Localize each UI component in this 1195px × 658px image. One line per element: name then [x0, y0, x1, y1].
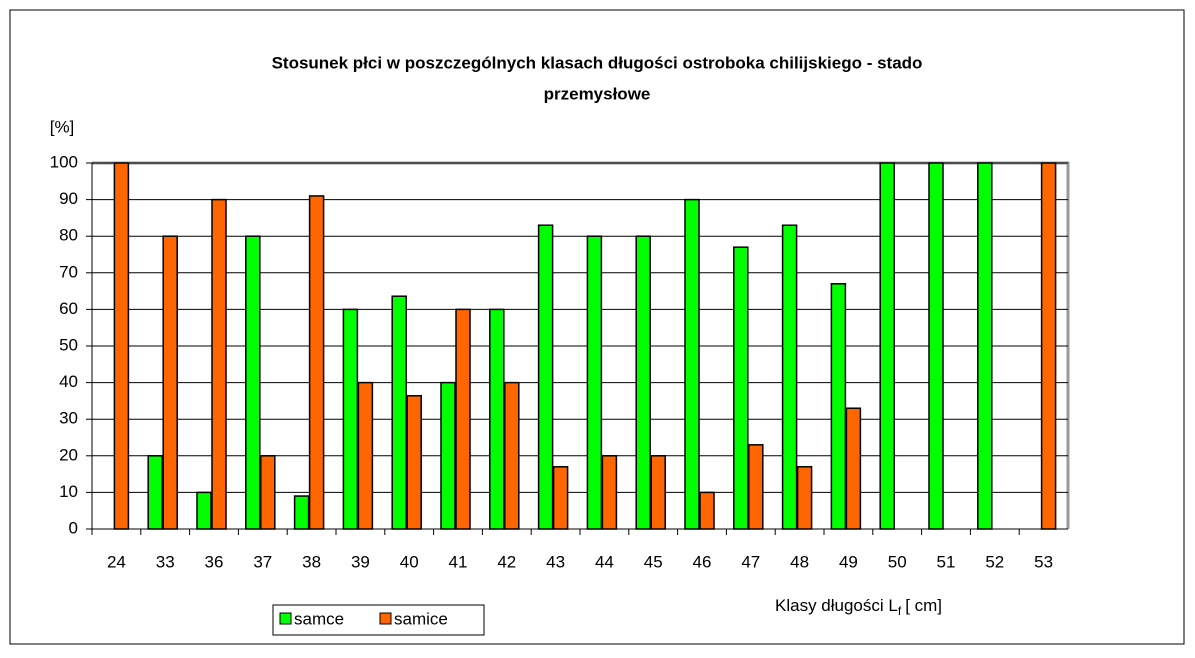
y-axis-label: [%]: [50, 117, 75, 136]
y-tick-label: 30: [59, 409, 78, 428]
x-tick-label: 49: [839, 552, 858, 571]
y-tick-label: 40: [59, 372, 78, 391]
legend-label: samce: [294, 609, 344, 628]
bar: [635, 235, 651, 530]
legend-label: samice: [394, 609, 448, 628]
bar: [147, 455, 163, 530]
x-axis-label: Klasy długości Lf[ cm]: [775, 596, 942, 618]
y-tick-label: 50: [59, 335, 78, 354]
bar: [504, 381, 520, 530]
bar: [748, 444, 764, 530]
y-tick-label: 0: [69, 518, 78, 537]
x-tick-label: 51: [937, 552, 956, 571]
bar: [601, 455, 618, 530]
bar: [650, 455, 666, 530]
bar: [260, 455, 276, 530]
x-tick-label: 38: [302, 552, 321, 571]
x-axis-label-main: Klasy długości L: [775, 596, 898, 615]
x-tick-label: 45: [644, 552, 663, 571]
bar: [928, 162, 944, 530]
x-axis-label-sub: f: [898, 604, 902, 618]
bar: [455, 308, 471, 530]
bar: [162, 235, 178, 530]
x-tick-label: 39: [351, 552, 370, 571]
x-axis-label-unit: [ cm]: [905, 596, 942, 615]
bar: [293, 495, 310, 530]
x-tick-label: 46: [693, 552, 712, 571]
bar: [537, 224, 554, 530]
y-tick-label: 10: [59, 482, 78, 501]
x-tick-label: 24: [107, 552, 126, 571]
x-tick-label: 50: [888, 552, 907, 571]
bar: [845, 407, 862, 530]
bar: [586, 235, 603, 530]
bar: [879, 162, 895, 530]
bar: [308, 195, 325, 530]
bar: [342, 308, 359, 530]
bar: [357, 381, 374, 530]
bar: [977, 162, 993, 530]
bar: [211, 198, 227, 530]
x-tick-label: 37: [253, 552, 272, 571]
x-tick-label: 43: [546, 552, 565, 571]
x-tick-label: 36: [205, 552, 224, 571]
chart-title: Stosunek płci w poszczególnych klasach d…: [272, 53, 923, 72]
bar: [196, 491, 212, 530]
bar: [699, 491, 715, 530]
bar: [440, 381, 456, 530]
y-tick-label: 60: [59, 299, 78, 318]
chart-title: przemysłowe: [544, 84, 651, 103]
x-tick-label: 40: [400, 552, 419, 571]
legend-box: [272, 604, 485, 636]
legend-swatch: [379, 612, 392, 625]
bar: [391, 295, 407, 530]
x-tick-label: 44: [595, 552, 614, 571]
x-tick-label: 33: [156, 552, 175, 571]
x-tick-label: 48: [790, 552, 809, 571]
y-tick-label: 100: [50, 152, 78, 171]
y-tick-label: 20: [59, 445, 78, 464]
bar: [830, 283, 847, 530]
bar: [1040, 162, 1057, 530]
legend-swatch: [279, 612, 292, 625]
bar: [113, 162, 130, 530]
bar: [781, 224, 798, 530]
bar: [489, 308, 505, 530]
bar: [406, 395, 422, 530]
bar: [796, 466, 813, 530]
y-tick-label: 70: [59, 262, 78, 281]
y-tick-label: 90: [59, 189, 78, 208]
bar: [245, 235, 261, 530]
x-tick-label: 42: [497, 552, 516, 571]
y-tick-label: 80: [59, 226, 78, 245]
x-tick-label: 52: [985, 552, 1004, 571]
x-tick-label: 47: [741, 552, 760, 571]
bar: [552, 466, 569, 530]
x-tick-label: 41: [449, 552, 468, 571]
x-tick-label: 53: [1034, 552, 1053, 571]
bar: [684, 198, 700, 530]
bar: [733, 246, 749, 530]
